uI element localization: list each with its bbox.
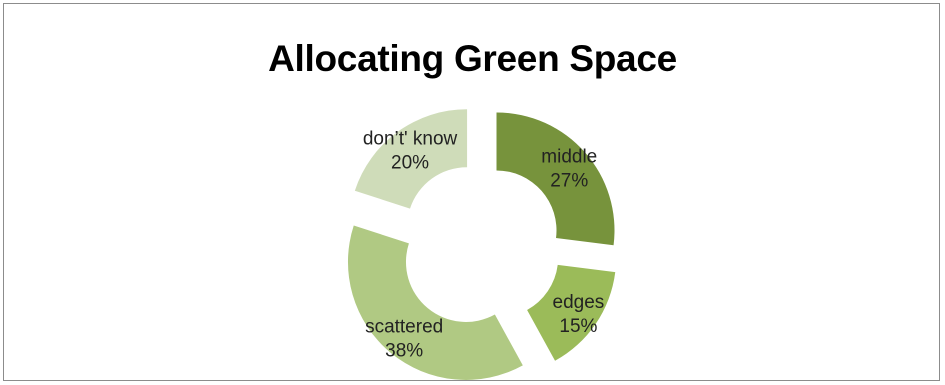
slice-label-edges: edges [553, 292, 605, 313]
chart-frame [3, 3, 940, 381]
chart-title: Allocating Green Space [268, 38, 677, 79]
slice-don-t-know [354, 109, 468, 209]
slice-label-don-t-know: don’t' know [363, 129, 458, 150]
slice-label-middle: middle [541, 146, 597, 167]
slice-label-scattered: scattered [365, 317, 443, 338]
slice-middle [496, 112, 615, 246]
slice-edges [527, 264, 616, 361]
slice-value-don-t-know: 20% [391, 153, 429, 174]
slice-value-edges: 15% [559, 316, 597, 337]
slice-value-scattered: 38% [385, 341, 423, 362]
slice-value-middle: 27% [550, 170, 588, 191]
slice-scattered [347, 225, 523, 380]
